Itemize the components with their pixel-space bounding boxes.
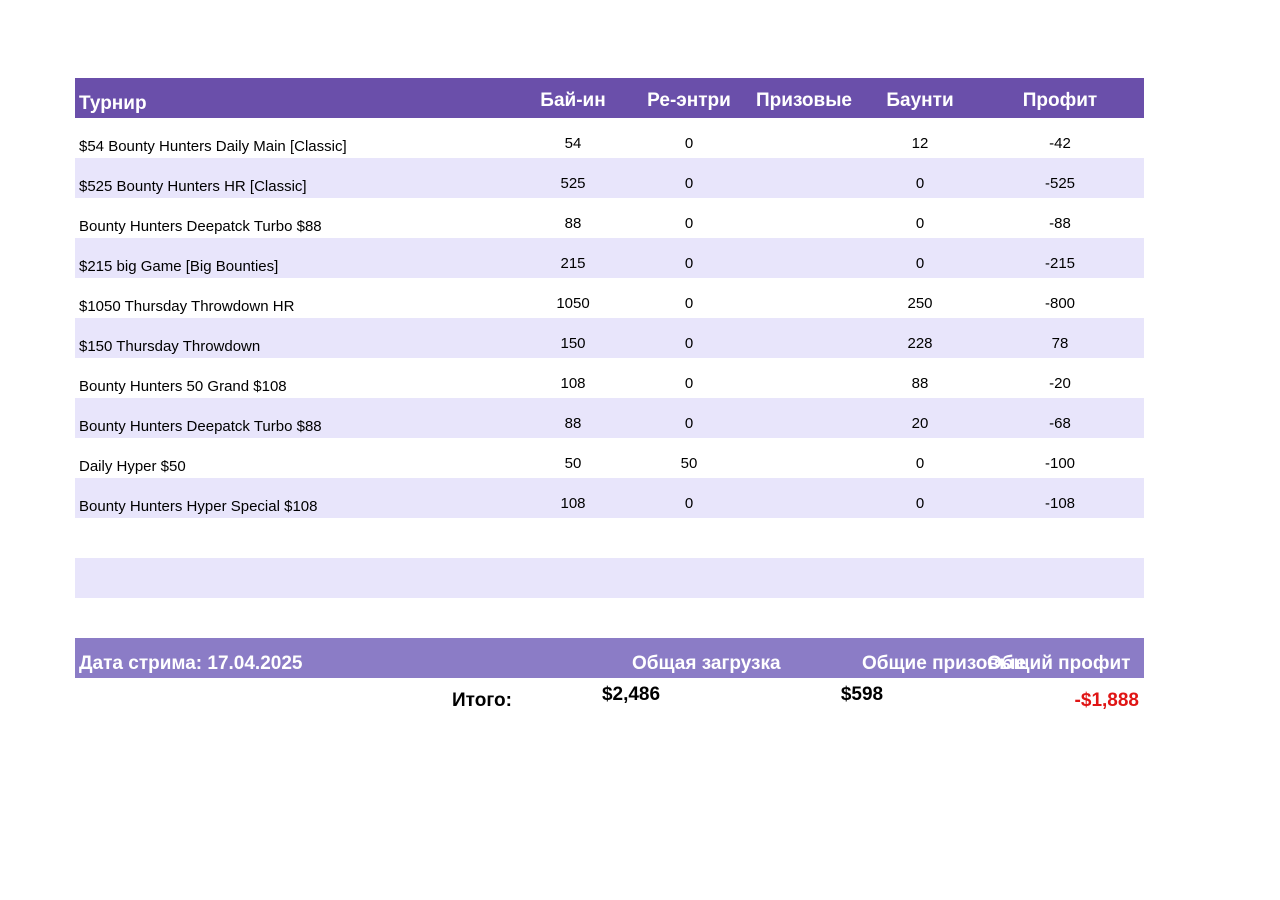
cell-reentry: 0	[684, 135, 694, 152]
cell-profit: -108	[1044, 495, 1076, 512]
header-tournament: Турнир	[79, 93, 147, 114]
cell-tournament: $525 Bounty Hunters HR [Classic]	[79, 178, 307, 195]
cell-tournament: Bounty Hunters Hyper Special $108	[79, 498, 318, 515]
cell-bounty: 228	[907, 335, 933, 352]
total-load-label: Общая загрузка	[632, 653, 781, 674]
table-row: $150 Thursday Throwdown 150 0 228 78	[75, 318, 1144, 358]
cell-bounty: 0	[915, 255, 925, 272]
cell-buyin: 88	[564, 415, 582, 432]
cell-tournament: Daily Hyper $50	[79, 458, 186, 475]
header-buyin: Бай-ин	[540, 90, 606, 111]
stream-date: Дата стрима: 17.04.2025	[79, 653, 303, 674]
total-profit-label: Общий профит	[987, 653, 1131, 674]
table-row: Bounty Hunters Deepatck Turbo $88 88 0 2…	[75, 398, 1144, 438]
cell-bounty: 12	[911, 135, 929, 152]
table-row: Bounty Hunters Deepatck Turbo $88 88 0 0…	[75, 198, 1144, 238]
cell-bounty: 20	[911, 415, 929, 432]
cell-reentry: 0	[684, 215, 694, 232]
cell-buyin: 108	[560, 495, 586, 512]
tournament-sheet: Турнир Бай-ин Ре-энтри Призовые Баунти П…	[75, 78, 1144, 718]
cell-profit: -20	[1049, 375, 1071, 392]
cell-reentry: 0	[684, 255, 694, 272]
cell-buyin: 108	[560, 375, 586, 392]
cell-buyin: 1050	[556, 295, 590, 312]
header-profit: Профит	[1022, 90, 1098, 111]
cell-bounty: 0	[915, 455, 925, 472]
table-row: $54 Bounty Hunters Daily Main [Classic] …	[75, 118, 1144, 158]
cell-tournament: Bounty Hunters Deepatck Turbo $88	[79, 418, 322, 435]
table-row: $525 Bounty Hunters HR [Classic] 525 0 0…	[75, 158, 1144, 198]
table-row: $1050 Thursday Throwdown HR 1050 0 250 -…	[75, 278, 1144, 318]
cell-bounty: 0	[915, 175, 925, 192]
total-profit-value: -$1,888	[1074, 690, 1139, 711]
cell-reentry: 0	[684, 495, 694, 512]
cell-profit: -215	[1044, 255, 1076, 272]
cell-reentry: 0	[684, 295, 694, 312]
table-row: Bounty Hunters 50 Grand $108 108 0 88 -2…	[75, 358, 1144, 398]
total-prize-value: $598	[840, 684, 884, 705]
totals-label: Итого:	[452, 690, 512, 711]
cell-profit: -88	[1049, 215, 1071, 232]
cell-buyin: 150	[560, 335, 586, 352]
cell-tournament: $54 Bounty Hunters Daily Main [Classic]	[79, 138, 347, 155]
cell-buyin: 525	[560, 175, 586, 192]
totals-row: Итого: $2,486 $598 -$1,888	[75, 678, 1144, 718]
cell-reentry: 0	[684, 335, 694, 352]
cell-tournament: $150 Thursday Throwdown	[79, 338, 261, 355]
cell-tournament: $1050 Thursday Throwdown HR	[79, 298, 295, 315]
cell-profit: -42	[1049, 135, 1071, 152]
cell-tournament: Bounty Hunters 50 Grand $108	[79, 378, 287, 395]
header-prize: Призовые	[756, 90, 852, 111]
cell-reentry: 0	[684, 175, 694, 192]
empty-row	[75, 518, 1144, 558]
cell-reentry: 50	[680, 455, 698, 472]
cell-bounty: 0	[915, 215, 925, 232]
table-row: $215 big Game [Big Bounties] 215 0 0 -21…	[75, 238, 1144, 278]
empty-row	[75, 558, 1144, 598]
cell-buyin: 215	[560, 255, 586, 272]
cell-profit: -525	[1044, 175, 1076, 192]
cell-profit: 78	[1051, 335, 1069, 352]
summary-header-row: Дата стрима: 17.04.2025 Общая загрузка О…	[75, 638, 1144, 678]
cell-buyin: 88	[564, 215, 582, 232]
table-header-row: Турнир Бай-ин Ре-энтри Призовые Баунти П…	[75, 78, 1144, 118]
cell-bounty: 250	[907, 295, 933, 312]
table-row: Bounty Hunters Hyper Special $108 108 0 …	[75, 478, 1144, 518]
table-body: $54 Bounty Hunters Daily Main [Classic] …	[75, 118, 1144, 598]
cell-profit: -100	[1044, 455, 1076, 472]
cell-bounty: 88	[911, 375, 929, 392]
total-prize-label: Общие призовые	[862, 653, 1026, 674]
cell-reentry: 0	[684, 375, 694, 392]
cell-profit: -800	[1044, 295, 1076, 312]
header-bounty: Баунти	[886, 90, 954, 111]
cell-buyin: 54	[564, 135, 582, 152]
cell-reentry: 0	[684, 415, 694, 432]
header-reentry: Ре-энтри	[647, 90, 731, 111]
cell-bounty: 0	[915, 495, 925, 512]
spacer-row	[75, 598, 1144, 638]
total-load-value: $2,486	[601, 684, 661, 705]
cell-tournament: $215 big Game [Big Bounties]	[79, 258, 279, 275]
table-row: Daily Hyper $50 50 50 0 -100	[75, 438, 1144, 478]
cell-buyin: 50	[564, 455, 582, 472]
cell-profit: -68	[1049, 415, 1071, 432]
cell-tournament: Bounty Hunters Deepatck Turbo $88	[79, 218, 322, 235]
